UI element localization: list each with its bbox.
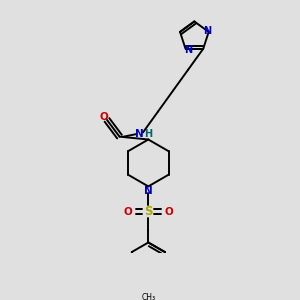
Text: O: O xyxy=(123,206,132,217)
Text: H: H xyxy=(144,129,152,139)
Text: O: O xyxy=(99,112,108,122)
Text: N: N xyxy=(184,45,192,55)
Text: CH₃: CH₃ xyxy=(141,293,155,300)
Text: N: N xyxy=(144,186,153,197)
Text: S: S xyxy=(144,205,153,218)
Text: O: O xyxy=(165,206,174,217)
Text: N: N xyxy=(203,26,211,36)
Text: N: N xyxy=(135,129,144,139)
